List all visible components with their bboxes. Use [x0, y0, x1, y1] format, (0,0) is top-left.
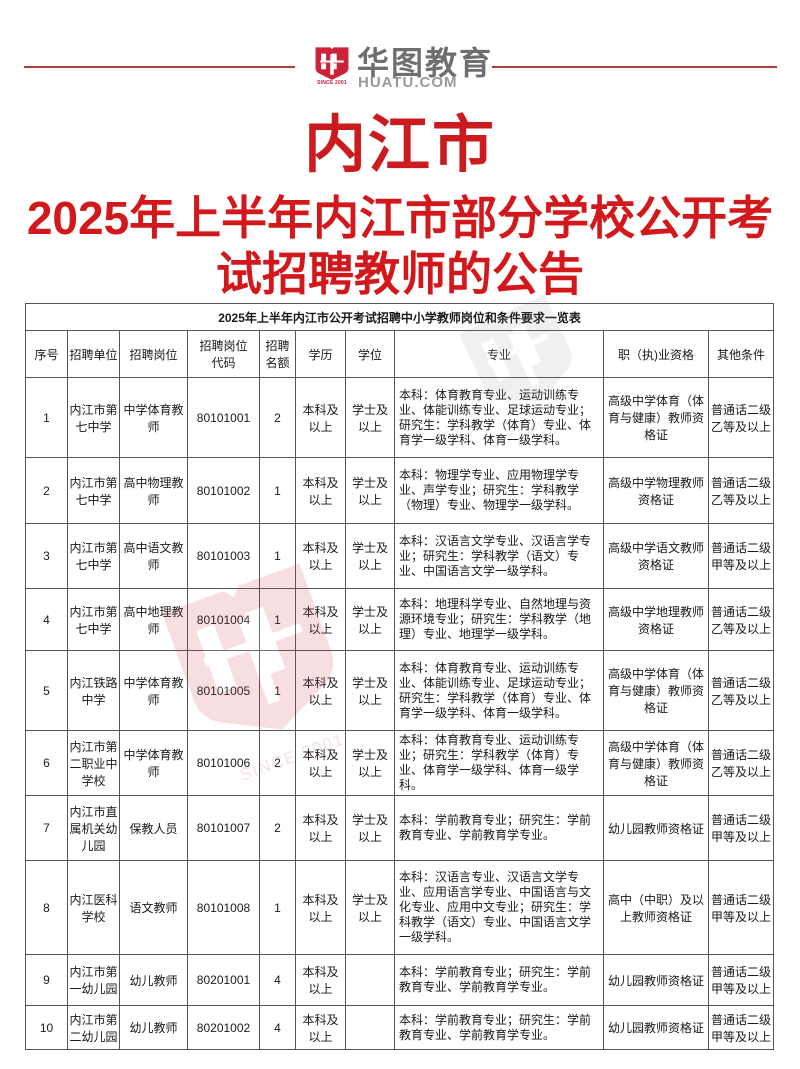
- svg-text:SINCE 2001: SINCE 2001: [516, 400, 586, 441]
